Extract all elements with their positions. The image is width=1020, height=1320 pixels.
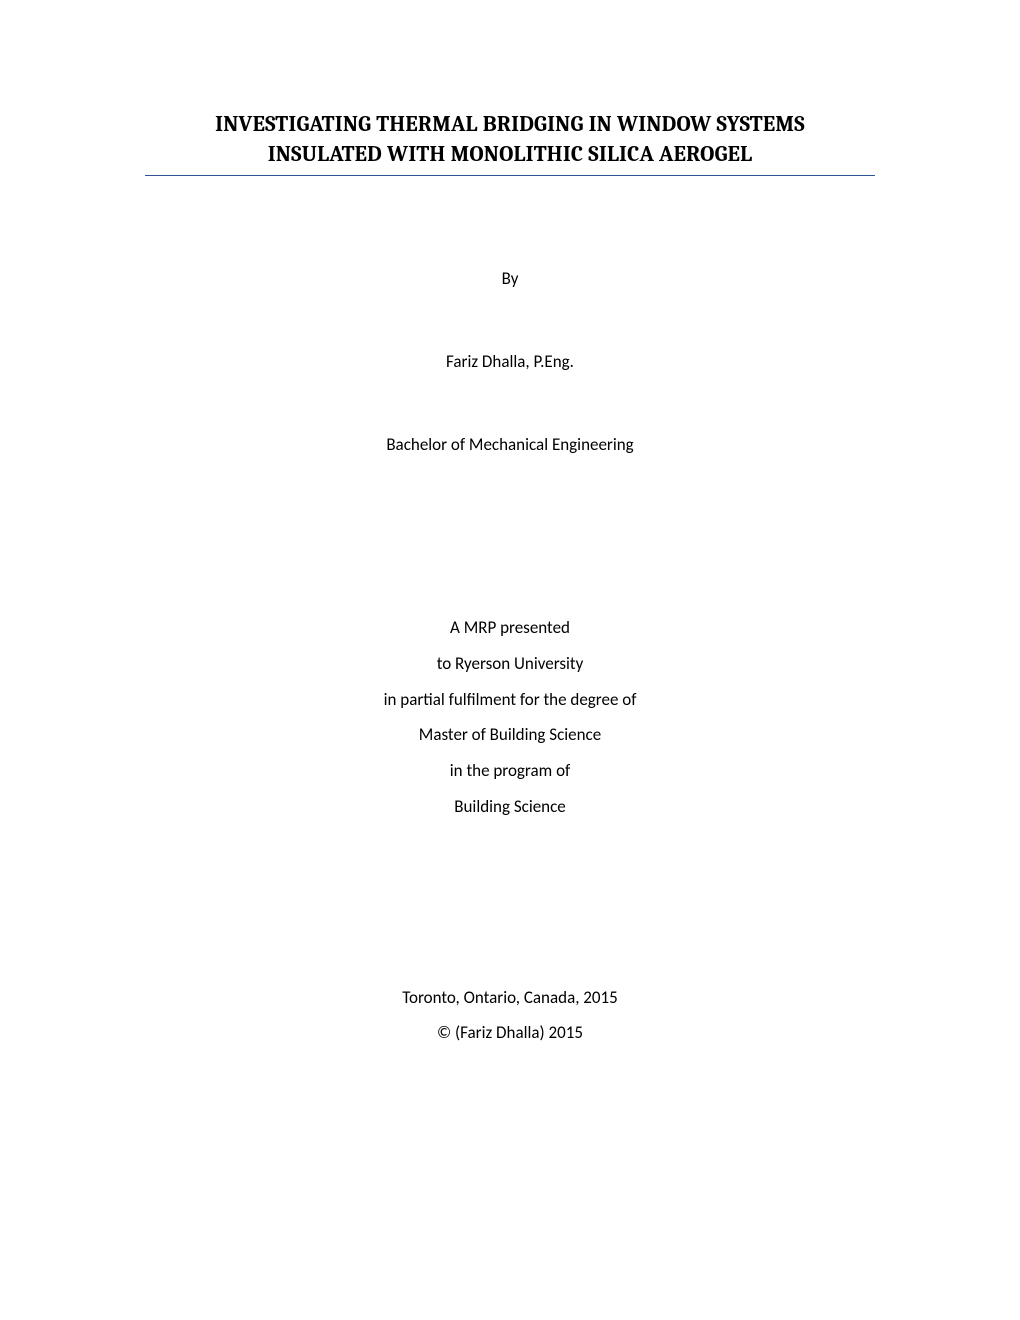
prior-degree: Bachelor of Mechanical Engineering — [145, 434, 875, 455]
document-title-line1: INVESTIGATING THERMAL BRIDGING IN WINDOW… — [145, 110, 875, 140]
location-year: Toronto, Ontario, Canada, 2015 — [145, 980, 875, 1016]
presentation-line: in partial fulfilment for the degree of — [145, 682, 875, 718]
by-label: By — [145, 268, 875, 289]
title-underline-rule — [145, 175, 875, 176]
title-block: INVESTIGATING THERMAL BRIDGING IN WINDOW… — [145, 110, 875, 176]
copyright-line: © (Fariz Dhalla) 2015 — [145, 1015, 875, 1051]
presentation-line: in the program of — [145, 753, 875, 789]
presentation-line: Master of Building Science — [145, 717, 875, 753]
presentation-line: to Ryerson University — [145, 646, 875, 682]
author-name: Fariz Dhalla, P.Eng. — [145, 351, 875, 372]
presentation-line: A MRP presented — [145, 610, 875, 646]
presentation-line: Building Science — [145, 789, 875, 825]
presentation-block: A MRP presented to Ryerson University in… — [145, 610, 875, 824]
title-page: INVESTIGATING THERMAL BRIDGING IN WINDOW… — [0, 0, 1020, 1151]
document-title-line2: INSULATED WITH MONOLITHIC SILICA AEROGEL — [145, 140, 875, 170]
footer-block: Toronto, Ontario, Canada, 2015 © (Fariz … — [145, 980, 875, 1051]
